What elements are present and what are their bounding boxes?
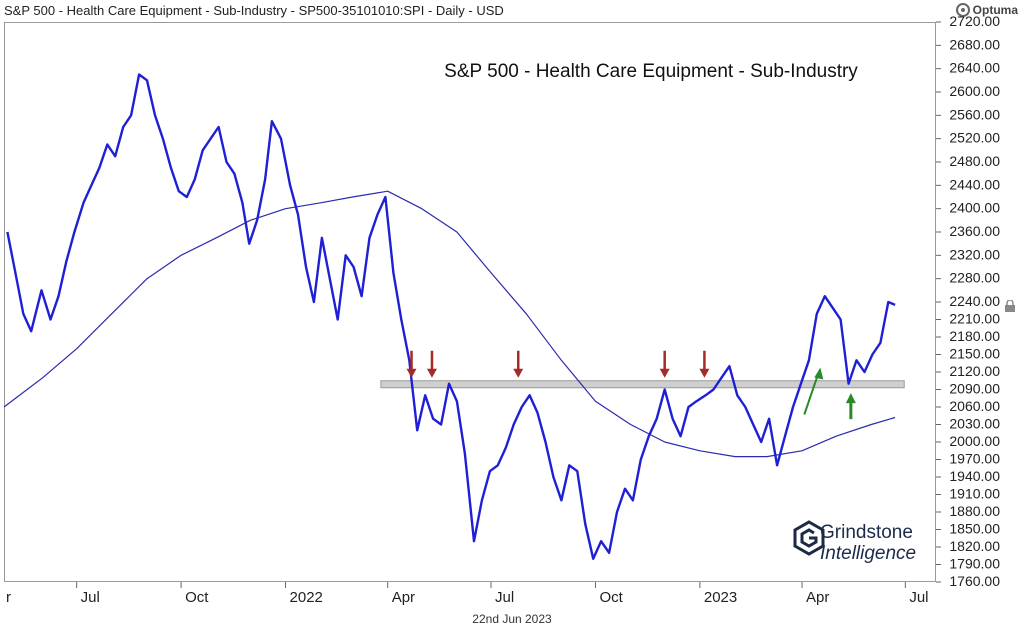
watermark-line1: Grindstone — [820, 522, 913, 543]
y-tick-label: 1880.00 — [949, 503, 1000, 519]
watermark: Grindstone Intelligence — [793, 520, 916, 564]
moving-average-line — [3, 190, 896, 458]
y-tick-label: 2520.00 — [949, 130, 1000, 146]
y-tick-label: 2720.00 — [949, 13, 1000, 29]
x-tick-label: Jul — [495, 589, 514, 606]
y-tick-label: 2400.00 — [949, 200, 1000, 216]
moving-average-layer — [3, 190, 896, 458]
resistance-down-arrow — [426, 350, 437, 378]
y-tick-label: 2120.00 — [949, 363, 1000, 379]
x-tick-label: 2022 — [290, 589, 323, 606]
resistance-down-arrow — [659, 350, 670, 378]
y-tick-label: 1790.00 — [949, 556, 1000, 572]
x-tick-label: Oct — [185, 589, 209, 606]
y-tick-label: 1850.00 — [949, 521, 1000, 537]
y-tick-label: 2320.00 — [949, 246, 1000, 262]
y-tick-label: 2560.00 — [949, 106, 1000, 122]
y-tick-label: 2180.00 — [949, 328, 1000, 344]
y-tick-label: 2480.00 — [949, 153, 1000, 169]
resistance-down-arrow — [406, 350, 417, 378]
x-axis-ticks: r Jul Oct 2022 Apr Jul Oct 2023 Apr Jul — [6, 582, 929, 606]
grindstone-logo-inner-icon — [800, 528, 818, 548]
y-tick-label: 2280.00 — [949, 270, 1000, 286]
footer-date: 22nd Jun 2023 — [472, 612, 552, 626]
y-tick-label: 2360.00 — [949, 223, 1000, 239]
chart-header-bar: S&P 500 - Health Care Equipment - Sub-In… — [0, 0, 1024, 22]
price-line-layer — [6, 73, 896, 560]
x-tick-label: Jul — [81, 589, 100, 606]
optuma-icon — [955, 3, 970, 17]
y-tick-label: 1910.00 — [949, 486, 1000, 502]
y-tick-label: 2150.00 — [949, 346, 1000, 362]
x-tick-label: 2023 — [704, 589, 737, 606]
x-tick-label: Jul — [909, 589, 928, 606]
resistance-down-arrow — [513, 350, 524, 378]
support-band — [380, 380, 905, 389]
y-tick-label: 1820.00 — [949, 538, 1000, 554]
y-tick-label: 1940.00 — [949, 468, 1000, 484]
lock-icon[interactable] — [1004, 300, 1016, 312]
y-tick-label: 2440.00 — [949, 176, 1000, 192]
grindstone-logo-icon — [793, 520, 825, 556]
x-tick-label: r — [6, 589, 11, 606]
watermark-line2: Intelligence — [820, 543, 916, 564]
annotation-arrows-layer — [406, 350, 856, 420]
x-tick-label: Oct — [599, 589, 623, 606]
support-band-layer — [380, 380, 905, 389]
price-line — [6, 73, 896, 560]
brand-logo: Optuma — [955, 3, 1018, 17]
y-tick-label: 2680.00 — [949, 36, 1000, 52]
plot-frame[interactable] — [4, 22, 936, 582]
y-tick-label: 1970.00 — [949, 451, 1000, 467]
chart-title: S&P 500 - Health Care Equipment - Sub-In… — [444, 61, 858, 82]
y-tick-label: 2210.00 — [949, 311, 1000, 327]
y-tick-label: 2090.00 — [949, 381, 1000, 397]
y-tick-label: 1760.00 — [949, 573, 1000, 589]
brand-name: Optuma — [972, 3, 1018, 17]
y-tick-label: 2240.00 — [949, 293, 1000, 309]
y-tick-label: 2000.00 — [949, 433, 1000, 449]
y-tick-label: 2600.00 — [949, 83, 1000, 99]
chart-header-title: S&P 500 - Health Care Equipment - Sub-In… — [4, 3, 504, 18]
support-up-arrow — [845, 393, 856, 420]
y-tick-label: 2060.00 — [949, 398, 1000, 414]
x-tick-label: Apr — [806, 589, 829, 606]
resistance-down-arrow — [699, 350, 710, 378]
y-tick-label: 2030.00 — [949, 416, 1000, 432]
y-tick-label: 2640.00 — [949, 60, 1000, 76]
breakout-up-arrow — [803, 367, 824, 415]
x-tick-label: Apr — [392, 589, 415, 606]
